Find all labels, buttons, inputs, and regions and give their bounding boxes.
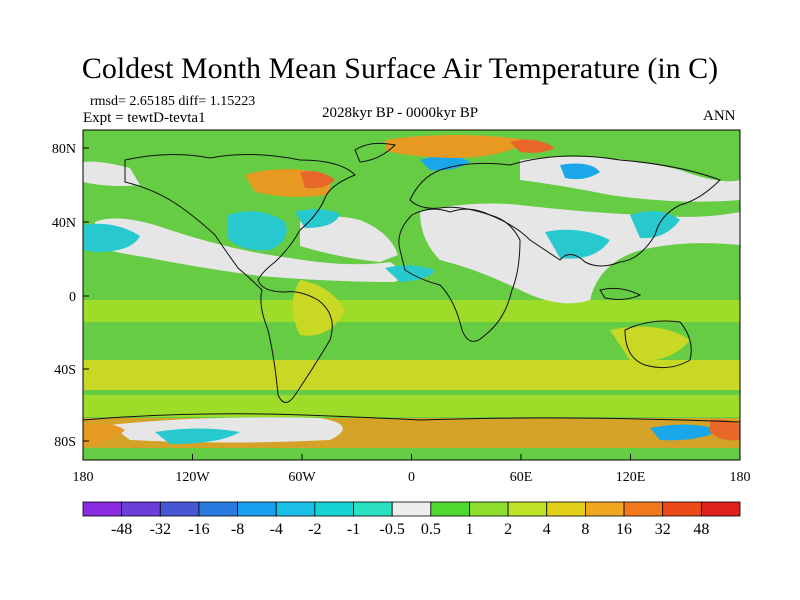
colorbar-swatch <box>237 501 277 517</box>
colorbar-swatch <box>198 501 238 517</box>
coastlines <box>83 142 740 423</box>
southern-mid-lat-warm-band <box>83 360 740 390</box>
lon-tick-label: 180 <box>730 470 751 485</box>
colorbar-swatch <box>507 501 548 517</box>
colorbar-swatch <box>314 501 354 517</box>
arctic-warm-patch <box>385 135 530 158</box>
map-title: Coldest Month Mean Surface Air Temperatu… <box>81 52 719 85</box>
colorbar-label: -16 <box>188 521 209 538</box>
colorbar-label: -4 <box>270 521 283 538</box>
longitude-axis: 180 120W 60W 0 60E 120E 180 <box>73 454 751 485</box>
colorbar-swatch <box>469 501 509 517</box>
lat-tick-label: 80S <box>54 435 76 450</box>
colorbar-swatch <box>391 501 432 517</box>
colorbar-swatch <box>275 501 316 517</box>
antarctic-hot-patch <box>710 419 740 441</box>
weddell-warm-patch <box>83 423 125 445</box>
east-asia-cool-patch <box>630 211 680 239</box>
colorbar-swatch <box>159 501 200 517</box>
barents-cool-patch <box>420 155 470 171</box>
colorbar-label: 16 <box>616 521 632 538</box>
gulf-stream-cool-patch <box>295 208 340 228</box>
lon-tick-label: 120W <box>175 470 210 485</box>
colorbar-label: -8 <box>231 521 244 538</box>
west-africa-cool-patch <box>385 265 435 282</box>
lon-tick-label: 120E <box>616 470 646 485</box>
lat-tick-label: 40S <box>54 363 76 378</box>
colorbar-label: 1 <box>465 521 473 538</box>
colorbar-swatch <box>623 501 664 517</box>
lon-tick-label: 0 <box>408 470 415 485</box>
east-antarctic-cool-patch <box>650 424 720 441</box>
tropical-warm-band <box>83 300 740 322</box>
colorbar-swatch <box>700 501 741 517</box>
kara-hot-patch <box>510 139 555 153</box>
bering-neutral-zone <box>83 161 140 186</box>
colorbar-label: 32 <box>655 521 671 538</box>
lat-tick-label: 80N <box>52 142 76 157</box>
colorbar-label: 4 <box>543 521 551 538</box>
siberia-cool-patch <box>560 163 600 180</box>
colorbar-swatch <box>121 501 161 517</box>
pacific-cool-patch <box>83 223 140 252</box>
colorbar-swatch <box>430 501 470 517</box>
temperature-field <box>83 130 740 460</box>
south-asia-cool-patch <box>545 229 610 259</box>
colorbar-swatch <box>585 501 625 517</box>
colorbar-label: -32 <box>150 521 171 538</box>
atlantic-neutral-zone <box>300 216 398 262</box>
experiment-label: Expt = tewtD-tevta1 <box>83 110 206 126</box>
africa-coastline <box>398 208 521 342</box>
colorbar-label: -2 <box>308 521 321 538</box>
season-label: ANN <box>703 108 736 124</box>
colorbar-swatch <box>82 501 123 517</box>
ross-sea-cool-patch <box>155 428 240 444</box>
colorbar-label: 8 <box>581 521 589 538</box>
southern-ocean-band <box>83 395 740 417</box>
colorbar-label: -0.5 <box>380 521 405 538</box>
antarctica-coastline <box>83 413 740 423</box>
lat-tick-label: 0 <box>69 290 76 305</box>
colorbar-label: 48 <box>693 521 709 538</box>
lon-tick-label: 60E <box>510 470 533 485</box>
colorbar-label: -48 <box>111 521 132 538</box>
colorbar-label: 2 <box>504 521 512 538</box>
greenland-coastline <box>354 142 397 163</box>
colorbar-swatch <box>546 501 586 517</box>
north-pacific-atlantic-neutral-zone <box>95 218 402 282</box>
americas-coastline <box>124 153 356 403</box>
hudson-hot-patch <box>300 171 335 189</box>
colorbar-label: 0.5 <box>421 521 441 538</box>
eurasia-coastline <box>409 155 721 267</box>
lat-tick-label: 40N <box>52 216 76 231</box>
lon-tick-label: 180 <box>73 470 94 485</box>
colorbar-swatch <box>662 501 702 517</box>
colorbar: -48 -32 -16 -8 -4 -2 -1 -0.5 0.5 1 2 4 8 16 32 48 <box>82 501 741 538</box>
rmsd-diff-stats: rmsd= 2.65185 diff= 1.15223 <box>90 94 256 109</box>
latitude-axis: 80N 40N 0 40S 80S <box>52 142 89 450</box>
north-america-cool-patch <box>228 211 287 251</box>
colorbar-swatch <box>353 501 393 517</box>
indonesia-coastline <box>599 287 642 300</box>
lon-tick-label: 60W <box>288 470 316 485</box>
australia-coastline <box>624 320 692 369</box>
colorbar-label: -1 <box>347 521 360 538</box>
period-label: 2028kyr BP - 0000kyr BP <box>322 105 479 121</box>
